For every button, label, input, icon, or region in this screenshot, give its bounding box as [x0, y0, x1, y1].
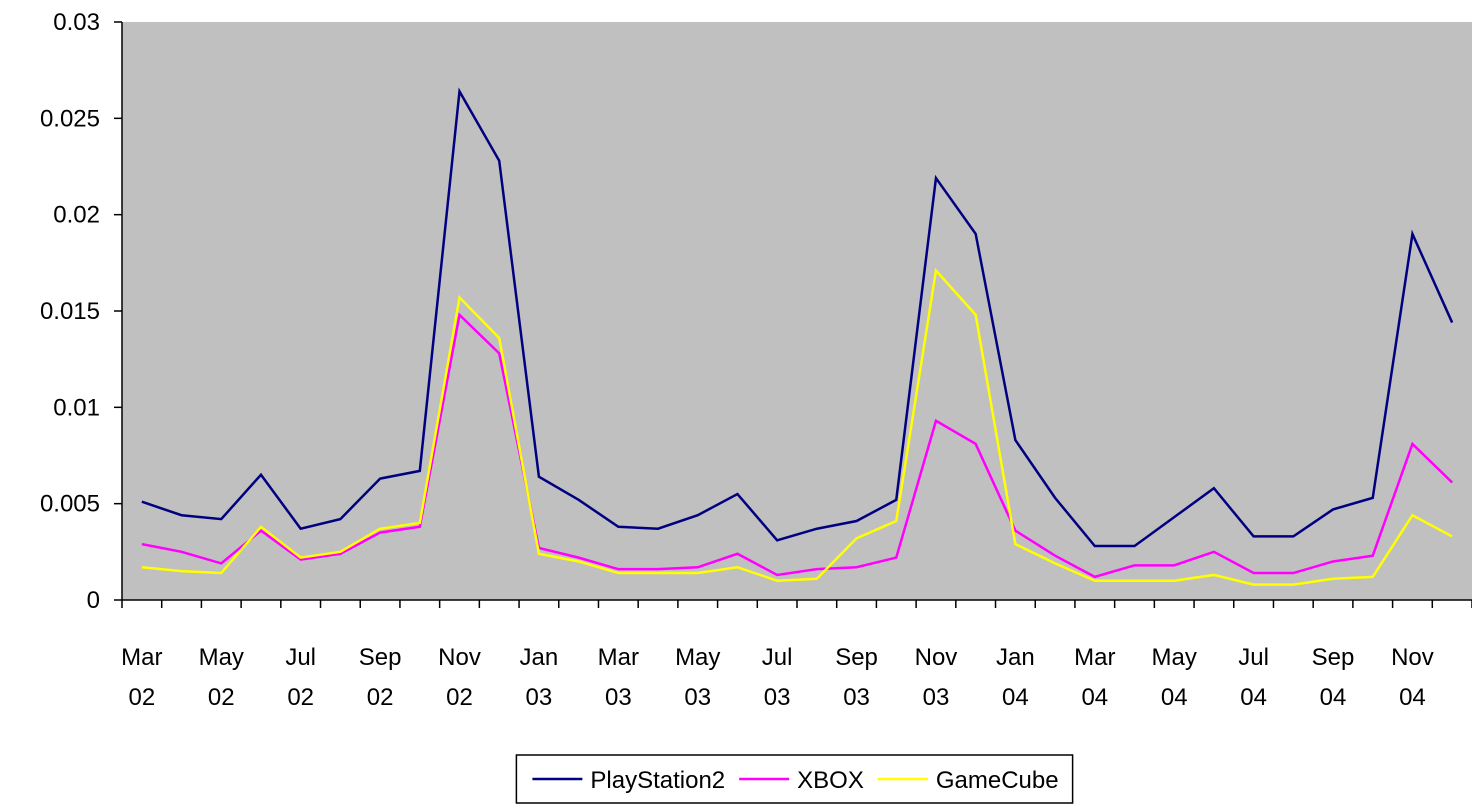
legend-label: XBOX [797, 767, 864, 794]
y-tick-label: 0.015 [40, 298, 100, 325]
x-tick-label: May 03 [675, 644, 720, 711]
x-tick-label: Sep 02 [359, 644, 402, 711]
series-line [141, 267, 1453, 586]
x-tick-label: May 04 [1152, 644, 1197, 711]
x-tick-label: Jul 03 [762, 644, 793, 711]
y-tick-label: 0 [87, 587, 100, 614]
legend: PlayStation2 XBOX GameCube [515, 754, 1074, 804]
y-tick-label: 0.005 [40, 491, 100, 518]
x-tick-label: Jan 03 [520, 644, 559, 711]
y-tick-label: 0.01 [53, 394, 100, 421]
plot-area [122, 22, 1472, 600]
x-tick-label: May 02 [199, 644, 244, 711]
y-tick-label: 0.02 [53, 202, 100, 229]
x-tick-label: Jul 04 [1238, 644, 1269, 711]
series-line [141, 87, 1454, 548]
legend-label: PlayStation2 [590, 767, 725, 794]
x-tick-label: Sep 04 [1312, 644, 1355, 711]
y-tick-label: 0.025 [40, 105, 100, 132]
legend-label: GameCube [936, 767, 1059, 794]
x-tick-label: Nov 02 [438, 644, 481, 711]
x-tick-label: Nov 03 [915, 644, 958, 711]
x-tick-label: Mar 02 [121, 644, 162, 711]
y-tick-label: 0.03 [53, 9, 100, 36]
x-tick-label: Mar 03 [598, 644, 639, 711]
legend-box [515, 754, 1074, 804]
series-line [141, 312, 1454, 579]
x-tick-label: Jul 02 [285, 644, 316, 711]
x-tick-label: Mar 04 [1074, 644, 1115, 711]
x-tick-label: Nov 04 [1391, 644, 1434, 711]
x-tick-label: Jan 04 [996, 644, 1035, 711]
x-tick-label: Sep 03 [835, 644, 878, 711]
